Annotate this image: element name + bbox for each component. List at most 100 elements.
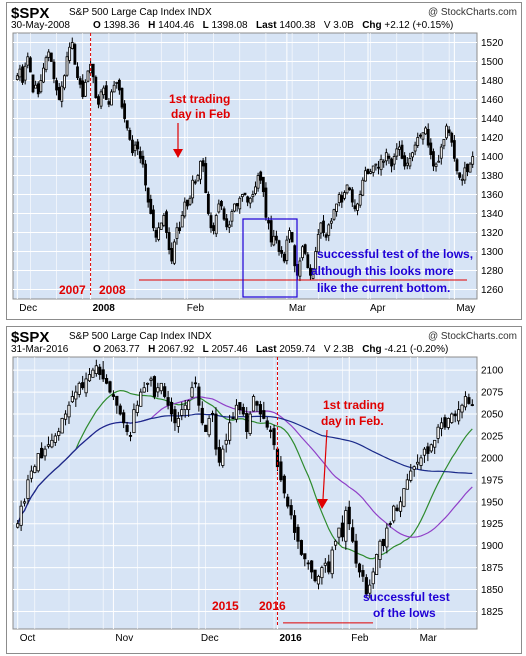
candle-body [60, 418, 64, 434]
candle-body [439, 422, 444, 430]
candle-body [222, 208, 226, 220]
x-tick-label: May [456, 303, 475, 314]
candle-body [149, 378, 153, 381]
candle-body [57, 87, 61, 100]
candle-body [443, 417, 447, 428]
candle-body [261, 176, 265, 193]
y-tick-label: 2050 [481, 410, 504, 421]
candle-body [214, 413, 218, 450]
candle-body [94, 76, 98, 98]
candle-body [146, 187, 150, 203]
candle-body [275, 235, 278, 241]
candle-body [39, 80, 43, 93]
candle-body [108, 381, 112, 393]
candle-body [50, 439, 54, 448]
candle-body [457, 409, 461, 422]
candle-body [169, 401, 174, 415]
candle-body [44, 57, 48, 71]
y-tick-label: 1460 [481, 95, 504, 106]
candle-body [136, 141, 140, 150]
candle-body [60, 85, 64, 102]
candle-body [162, 214, 166, 226]
candle-body [350, 189, 354, 203]
candle-body [142, 387, 146, 393]
volume-value: V 3.0B [323, 20, 354, 31]
candle-body [340, 522, 345, 538]
candle-body [433, 439, 437, 448]
candle-body [452, 140, 456, 159]
candle-body [387, 155, 391, 159]
annotation-successful-test: successful test [363, 590, 450, 604]
candle-body [125, 425, 129, 432]
y-tick-label: 1260 [481, 285, 504, 296]
candle-body [228, 422, 232, 441]
y-tick-label: 1875 [481, 563, 504, 574]
candle-body [340, 195, 344, 203]
candle-body [279, 461, 283, 481]
exchange-label: INDX [187, 331, 212, 342]
candle-body [460, 178, 464, 181]
candle-body [186, 199, 189, 207]
y-tick-label: 1420 [481, 133, 504, 144]
test-of-lows-box [242, 218, 298, 298]
annotation-arrow-head [173, 149, 183, 158]
candle-body [117, 79, 121, 91]
candle-body [84, 378, 88, 394]
candle-body [163, 386, 167, 397]
candle-body [40, 447, 44, 459]
candle-body [385, 527, 389, 548]
candle-body [299, 540, 303, 555]
candle-body [183, 201, 187, 217]
candle-body [206, 193, 210, 214]
candle-body [221, 448, 225, 466]
candle-body [316, 575, 321, 585]
candle-body [154, 230, 158, 238]
candle-body [187, 400, 191, 411]
candle-body [212, 225, 215, 231]
candle-body [277, 240, 281, 252]
y-tick-label: 1320 [481, 228, 504, 239]
candle-body [191, 179, 195, 199]
candle-body [442, 138, 446, 147]
candle-body [466, 163, 469, 173]
y-tick-label: 2000 [481, 453, 504, 464]
candle-body [200, 407, 204, 424]
candle-body [178, 227, 181, 231]
candle-body [450, 132, 454, 143]
y-tick-label: 1825 [481, 607, 504, 618]
candle-body [231, 417, 235, 420]
change-value: +2.12 (+0.15%) [384, 20, 454, 31]
candle-body [227, 224, 231, 228]
y-tick-label: 1360 [481, 190, 504, 201]
candle-body [405, 162, 409, 166]
candle-body [197, 386, 201, 406]
candle-body [343, 192, 346, 199]
candle-body [233, 203, 236, 212]
candle-body [159, 382, 163, 392]
candle-body [207, 418, 211, 436]
candle-body [107, 101, 111, 105]
candle-body [282, 475, 286, 494]
candle-body [447, 129, 451, 134]
annotation-successful-test: successful test of the lows, [317, 247, 473, 261]
candle-body [398, 146, 401, 150]
candle-body [463, 167, 467, 181]
candle-body [112, 84, 116, 93]
chart-header: $SPX S&P 500 Large Cap Index INDX @ Stoc… [11, 329, 519, 357]
candle-body [439, 146, 443, 159]
y-tick-label: 1480 [481, 76, 504, 87]
candle-body [102, 87, 106, 96]
candle-body [426, 446, 430, 454]
candle-body [224, 439, 228, 445]
candle-body [77, 382, 81, 395]
candle-body [426, 128, 430, 146]
candle-body [361, 570, 365, 577]
candle-body [405, 479, 409, 490]
candle-body [413, 144, 417, 152]
change-value: -4.21 (-0.20%) [384, 344, 449, 355]
index-name: S&P 500 Large Cap Index [69, 7, 186, 18]
candle-body [432, 151, 435, 167]
candle-body [157, 227, 161, 240]
moving-average-line [17, 413, 473, 524]
candle-body [446, 418, 450, 428]
